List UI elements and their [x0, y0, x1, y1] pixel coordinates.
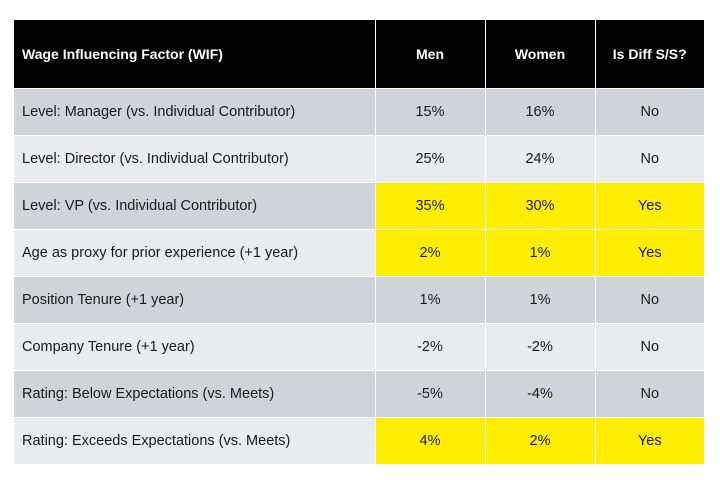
cell-women: 2% — [485, 417, 596, 464]
header-men: Men — [375, 20, 486, 89]
cell-factor: Position Tenure (+1 year) — [14, 276, 376, 324]
header-women: Women — [485, 20, 596, 89]
cell-factor: Company Tenure (+1 year) — [14, 323, 376, 371]
table-header-row: Wage Influencing Factor (WIF) Men Women … — [14, 20, 704, 89]
cell-men: 35% — [375, 182, 486, 230]
wif-table-container: Wage Influencing Factor (WIF) Men Women … — [14, 20, 704, 464]
cell-factor: Age as proxy for prior experience (+1 ye… — [14, 229, 376, 277]
cell-diff: No — [595, 370, 704, 418]
table-row: Rating: Exceeds Expectations (vs. Meets)… — [14, 417, 704, 464]
cell-men: -5% — [375, 370, 486, 418]
cell-diff: No — [595, 276, 704, 324]
table-row: Position Tenure (+1 year) 1% 1% No — [14, 276, 704, 324]
cell-women: -2% — [485, 323, 596, 371]
cell-factor: Level: Manager (vs. Individual Contribut… — [14, 88, 376, 136]
table-row: Company Tenure (+1 year) -2% -2% No — [14, 323, 704, 371]
cell-men: 2% — [375, 229, 486, 277]
cell-diff: Yes — [595, 417, 704, 464]
cell-diff: No — [595, 323, 704, 371]
cell-women: 30% — [485, 182, 596, 230]
table-row: Level: Director (vs. Individual Contribu… — [14, 135, 704, 183]
table-row: Level: Manager (vs. Individual Contribut… — [14, 88, 704, 136]
cell-women: -4% — [485, 370, 596, 418]
header-diff: Is Diff S/S? — [595, 20, 704, 89]
cell-men: 15% — [375, 88, 486, 136]
wif-table: Wage Influencing Factor (WIF) Men Women … — [14, 20, 704, 464]
cell-women: 24% — [485, 135, 596, 183]
cell-diff: Yes — [595, 229, 704, 277]
cell-women: 1% — [485, 229, 596, 277]
cell-women: 16% — [485, 88, 596, 136]
cell-factor: Level: VP (vs. Individual Contributor) — [14, 182, 376, 230]
cell-diff: No — [595, 88, 704, 136]
table-row: Rating: Below Expectations (vs. Meets) -… — [14, 370, 704, 418]
cell-factor: Rating: Below Expectations (vs. Meets) — [14, 370, 376, 418]
cell-men: -2% — [375, 323, 486, 371]
cell-men: 1% — [375, 276, 486, 324]
cell-factor: Rating: Exceeds Expectations (vs. Meets) — [14, 417, 376, 464]
cell-diff: No — [595, 135, 704, 183]
cell-men: 25% — [375, 135, 486, 183]
header-factor: Wage Influencing Factor (WIF) — [14, 20, 376, 89]
cell-men: 4% — [375, 417, 486, 464]
table-row: Age as proxy for prior experience (+1 ye… — [14, 229, 704, 277]
table-row: Level: VP (vs. Individual Contributor) 3… — [14, 182, 704, 230]
cell-women: 1% — [485, 276, 596, 324]
cell-diff: Yes — [595, 182, 704, 230]
cell-factor: Level: Director (vs. Individual Contribu… — [14, 135, 376, 183]
